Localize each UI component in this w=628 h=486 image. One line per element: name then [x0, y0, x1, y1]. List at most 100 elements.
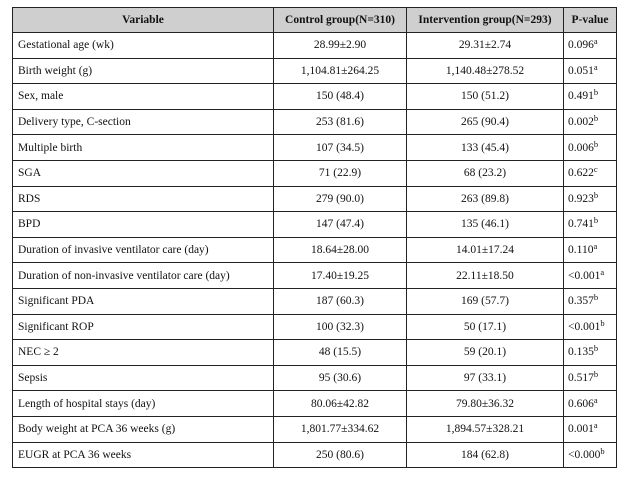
cell-p-value: 0.491b	[563, 83, 617, 110]
p-value-footnote-marker: c	[593, 164, 598, 175]
cell-intervention: 133 (45.4)	[406, 134, 564, 161]
cell-control: 107 (34.5)	[273, 134, 407, 161]
cell-p-value: 0.741b	[563, 211, 617, 238]
table-header: Variable Control group(N=310) Interventi…	[12, 7, 617, 33]
cell-variable: Duration of invasive ventilator care (da…	[12, 236, 274, 264]
cell-p-value: <0.000b	[563, 441, 617, 469]
p-value-footnote-marker: a	[593, 61, 598, 72]
header-variable: Variable	[12, 7, 274, 33]
p-value-text: 0.357	[568, 295, 594, 308]
cell-variable: Sex, male	[12, 83, 274, 110]
cell-variable: Multiple birth	[12, 134, 274, 161]
cell-p-value: 0.357b	[563, 287, 617, 315]
p-value-text: 0.606	[568, 397, 594, 410]
cell-control: 187 (60.3)	[273, 287, 407, 315]
table-row: Sepsis 95 (30.6) 97 (33.1) 0.517b	[12, 364, 617, 392]
cell-control: 71 (22.9)	[273, 159, 407, 187]
table-row: Length of hospital stays (day) 80.06±42.8…	[12, 390, 617, 417]
cell-p-value: 0.135b	[563, 339, 617, 366]
cell-variable: Delivery type, C-section	[12, 108, 274, 136]
cell-intervention: 150 (51.2)	[406, 83, 564, 110]
p-value-footnote-marker: b	[593, 215, 599, 226]
cell-control: 17.40±19.25	[273, 262, 407, 289]
p-value-footnote-marker: b	[593, 113, 599, 124]
table-row: Sex, male 150 (48.4) 150 (51.2) 0.491b	[12, 83, 617, 110]
cell-control: 1,801.77±334.62	[273, 415, 407, 443]
cell-p-value: 0.622c	[563, 159, 617, 187]
p-value-footnote-marker: b	[593, 138, 599, 149]
cell-variable: Body weight at PCA 36 weeks (g)	[12, 415, 274, 443]
p-value-text: 0.006	[568, 141, 594, 154]
table-row: Duration of non-invasive ventilator care…	[12, 262, 617, 289]
cell-variable: Significant PDA	[12, 287, 274, 315]
p-value-text: 0.923	[568, 192, 594, 205]
cell-variable: Gestational age (wk)	[12, 32, 274, 59]
cell-p-value: 0.006b	[563, 134, 617, 161]
cell-intervention: 184 (62.8)	[406, 441, 564, 469]
table-row: Birth weight (g) 1,104.81±264.25 1,140.48±…	[12, 57, 617, 85]
cell-control: 1,104.81±264.25	[273, 57, 407, 85]
cell-variable: EUGR at PCA 36 weeks	[12, 441, 274, 469]
header-intervention-group: Intervention group(N=293)	[406, 7, 564, 33]
p-value-text: 0.001	[568, 423, 594, 436]
cell-intervention: 263 (89.8)	[406, 185, 564, 213]
table-row: RDS 279 (90.0) 263 (89.8) 0.923b	[12, 185, 617, 213]
cell-p-value: <0.001a	[563, 262, 617, 289]
p-value-footnote-marker: b	[600, 445, 605, 456]
cell-variable: Birth weight (g)	[12, 57, 274, 85]
p-value-text: 0.051	[568, 64, 594, 77]
cell-control: 279 (90.0)	[273, 185, 407, 213]
cell-control: 150 (48.4)	[273, 83, 407, 110]
header-control-group: Control group(N=310)	[273, 7, 407, 33]
p-value-footnote-marker: a	[600, 266, 605, 277]
cell-intervention: 14.01±17.24	[406, 236, 564, 264]
table-row: Significant ROP 100 (32.3) 50 (17.1) <0.001…	[12, 313, 617, 341]
cell-variable: NEC ≥ 2	[12, 339, 274, 366]
cell-p-value: 0.001a	[563, 415, 617, 443]
cell-p-value: 0.051a	[563, 57, 617, 85]
p-value-text: 0.622	[568, 167, 594, 180]
cell-p-value: 0.606a	[563, 390, 617, 417]
cell-intervention: 135 (46.1)	[406, 211, 564, 238]
p-value-footnote-marker: b	[593, 343, 599, 354]
cell-intervention: 59 (20.1)	[406, 339, 564, 366]
header-row: Variable Control group(N=310) Interventi…	[12, 7, 617, 33]
table-row: Gestational age (wk) 28.99±2.90 29.31±2.74…	[12, 32, 617, 59]
p-value-text: 0.110	[568, 244, 594, 257]
cell-control: 28.99±2.90	[273, 32, 407, 59]
p-value-footnote-marker: b	[593, 369, 599, 380]
cell-variable: BPD	[12, 211, 274, 238]
table-row: Duration of invasive ventilator care (da…	[12, 236, 617, 264]
p-value-text: 0.491	[568, 90, 594, 103]
p-value-footnote-marker: a	[593, 420, 598, 431]
p-value-footnote-marker: b	[593, 292, 599, 303]
p-value-footnote-marker: b	[593, 87, 599, 98]
p-value-text: 0.135	[568, 346, 594, 359]
p-value-footnote-marker: a	[593, 36, 598, 47]
cell-intervention: 68 (23.2)	[406, 159, 564, 187]
cell-intervention: 50 (17.1)	[406, 313, 564, 341]
table-body: Gestational age (wk) 28.99±2.90 29.31±2.74…	[12, 32, 617, 469]
cell-control: 253 (81.6)	[273, 108, 407, 136]
p-value-text: 0.517	[568, 372, 594, 385]
p-value-text: 0.002	[568, 116, 594, 129]
cell-intervention: 265 (90.4)	[406, 108, 564, 136]
p-value-text: <0.001	[568, 269, 601, 282]
table-row: Delivery type, C-section 253 (81.6) 265 (9…	[12, 108, 617, 136]
cell-control: 250 (80.6)	[273, 441, 407, 469]
cell-p-value: 0.517b	[563, 364, 617, 392]
p-value-text: <0.001	[568, 320, 601, 333]
cell-variable: Significant ROP	[12, 313, 274, 341]
p-value-footnote-marker: b	[600, 317, 605, 328]
cell-variable: Sepsis	[12, 364, 274, 392]
cell-intervention: 22.11±18.50	[406, 262, 564, 289]
header-p-value: P-value	[563, 7, 617, 33]
cell-p-value: 0.110a	[563, 236, 617, 264]
cell-variable: RDS	[12, 185, 274, 213]
p-value-text: 0.096	[568, 39, 594, 52]
table-container: Variable Control group(N=310) Interventi…	[12, 7, 617, 469]
cell-control: 147 (47.4)	[273, 211, 407, 238]
p-value-text: <0.000	[568, 448, 601, 461]
cell-p-value: 0.923b	[563, 185, 617, 213]
cell-intervention: 79.80±36.32	[406, 390, 564, 417]
